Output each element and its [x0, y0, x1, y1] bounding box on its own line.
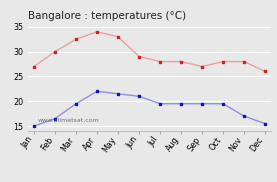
Text: Bangalore : temperatures (°C): Bangalore : temperatures (°C) — [28, 11, 186, 21]
Text: www.allmetsat.com: www.allmetsat.com — [37, 118, 99, 123]
